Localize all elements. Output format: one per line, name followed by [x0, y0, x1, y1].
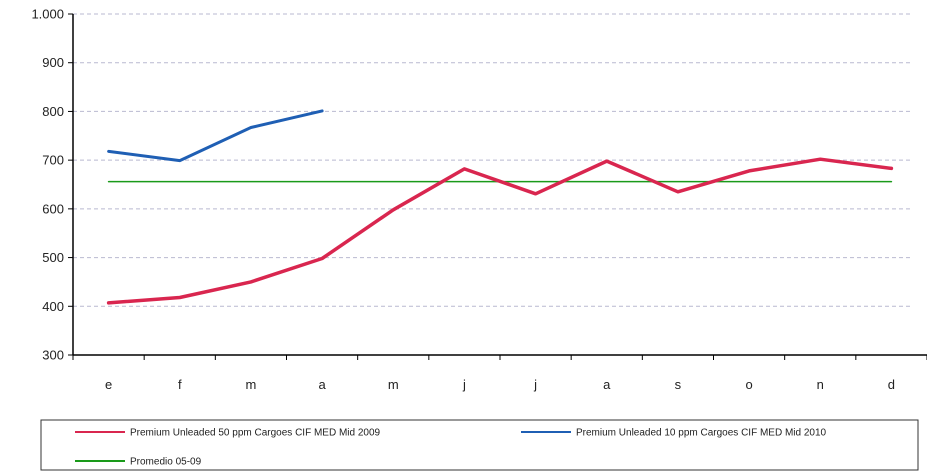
x-tick-label: m [388, 377, 399, 392]
x-tick-label: a [318, 377, 326, 392]
x-tick-label: f [178, 377, 182, 392]
y-tick-label: 500 [42, 250, 64, 265]
x-tick-label: a [603, 377, 611, 392]
x-tick-label: j [533, 377, 537, 392]
y-tick-label: 1.000 [31, 7, 64, 22]
y-tick-label: 900 [42, 55, 64, 70]
legend: Premium Unleaded 50 ppm Cargoes CIF MED … [40, 419, 919, 471]
x-tick-label: d [888, 377, 895, 392]
gridlines [73, 13, 913, 307]
legend-label: Promedio 05-09 [130, 457, 202, 468]
legend-label: Premium Unleaded 10 ppm Cargoes CIF MED … [576, 428, 827, 439]
x-tick-label: e [105, 377, 112, 392]
series-lines [106, 109, 894, 305]
y-tick-labels: 300 400 500 600 700 800 900 1.000 [31, 7, 73, 363]
legend-label: Premium Unleaded 50 ppm Cargoes CIF MED … [130, 428, 381, 439]
y-tick-label: 400 [42, 299, 64, 314]
legend-box [40, 419, 919, 471]
x-tick-label: o [745, 377, 752, 392]
y-tick-label: 800 [42, 104, 64, 119]
axes [72, 14, 927, 356]
x-tick-label: n [817, 377, 824, 392]
series-line [106, 157, 894, 305]
x-tick-label: s [675, 377, 682, 392]
series-line [107, 109, 324, 163]
y-tick-label: 700 [42, 153, 64, 168]
y-tick-label: 300 [42, 348, 64, 363]
x-tick-label: j [462, 377, 466, 392]
y-tick-label: 600 [42, 201, 64, 216]
x-tick-label: m [245, 377, 256, 392]
